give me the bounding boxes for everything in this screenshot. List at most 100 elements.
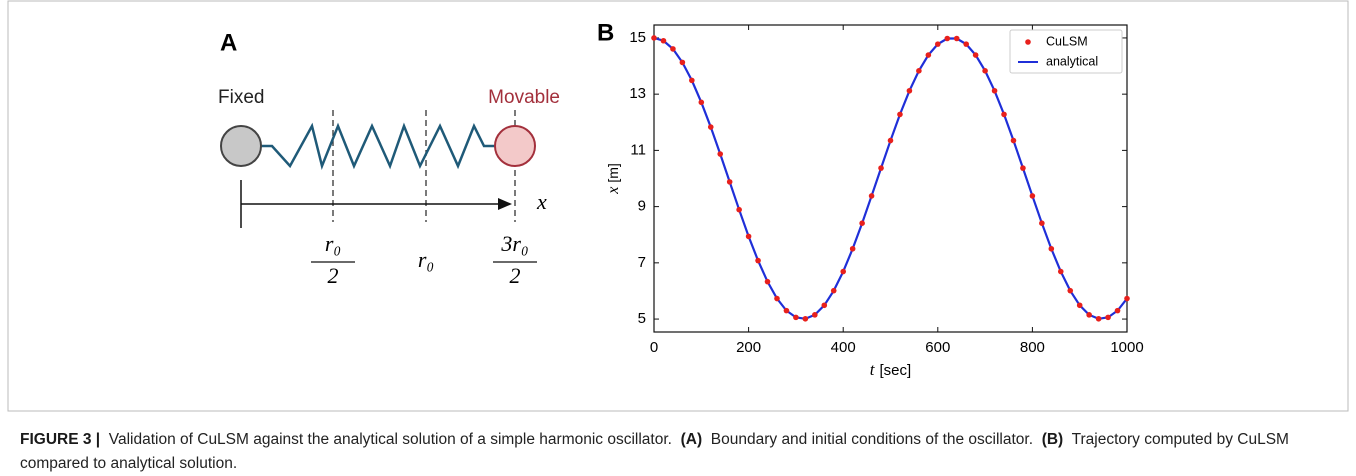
axis-label: x [536, 189, 547, 214]
data-point [736, 206, 742, 213]
y-tick-label: 13 [629, 85, 646, 102]
data-point [953, 35, 960, 42]
data-point [1067, 287, 1074, 294]
caption-text: Boundary and initial conditions of the o… [710, 431, 1034, 448]
y-label-symbol: x [605, 187, 622, 195]
data-point [726, 179, 733, 185]
y-tick-label: 9 [638, 198, 646, 215]
data-point [764, 278, 771, 285]
position-denominator: 2 [328, 263, 339, 288]
arrow-head [498, 198, 512, 210]
legend-label: CuLSM [1046, 34, 1088, 48]
x-label-unit: [sec] [880, 362, 912, 379]
data-point [707, 124, 714, 130]
y-label-unit: [m] [605, 163, 621, 182]
data-point [1086, 312, 1092, 318]
data-point [745, 233, 752, 240]
data-point [963, 41, 969, 47]
fixed-mass [220, 125, 262, 167]
data-point [821, 302, 828, 309]
data-point [812, 312, 818, 318]
x-tick-label: 600 [925, 339, 950, 356]
data-point [944, 35, 951, 42]
series-line [653, 36, 1128, 320]
data-point [1029, 193, 1036, 199]
data-point [1105, 314, 1111, 321]
data-point [1124, 295, 1130, 302]
data-point [906, 87, 913, 94]
data-point [897, 111, 903, 118]
data-point [925, 52, 932, 58]
caption-text: Validation of CuLSM against the analytic… [108, 431, 672, 448]
caption-text: (B) [1041, 431, 1064, 448]
data-point [859, 220, 865, 227]
chart: B 5 7 9 11 13 15 0 200 400 600 800 1000 t [sec] x [m] CuL… [597, 19, 1144, 379]
plot-frame [653, 24, 1128, 333]
data-point [935, 41, 941, 47]
position-numerator: 3r₀ [500, 231, 528, 256]
data-point [868, 193, 875, 199]
position-numerator: r₀ [325, 231, 341, 256]
caption-text: FIGURE 3 | [20, 431, 101, 448]
data-point [783, 307, 790, 314]
data-point [802, 315, 809, 322]
data-point [698, 99, 705, 106]
figure: A Fixed Movable x r₀ 2 r₀ 3r₀ 2 B 5 7 9 11 13 15 0 2… [7, 0, 1349, 412]
data-point [1048, 245, 1055, 252]
legend-swatch [1025, 39, 1031, 45]
data-point [689, 77, 695, 84]
data-point [1010, 137, 1017, 144]
guides [332, 110, 516, 222]
panel-label: B [597, 19, 614, 46]
x-axis-label: t [sec] [870, 360, 911, 379]
data-point [670, 46, 676, 52]
data-point [991, 87, 998, 94]
data-point [878, 165, 884, 171]
data-point [840, 268, 846, 275]
data-point [1114, 307, 1121, 314]
x-tick-label: 200 [736, 339, 761, 356]
data-point [679, 59, 686, 66]
position-denominator: 2 [510, 263, 521, 288]
data-point [793, 314, 799, 321]
x-tick-label: 0 [650, 339, 658, 356]
y-tick-label: 15 [629, 29, 646, 46]
movable-mass [494, 125, 536, 167]
y-tick-label: 5 [638, 310, 646, 327]
x-tick-label: 400 [831, 339, 856, 356]
data-point [982, 68, 988, 74]
data-point [1039, 220, 1045, 227]
positions: r₀ 2 r₀ 3r₀ 2 [311, 231, 537, 288]
data-point [1001, 111, 1007, 118]
legend-label: analytical [1046, 54, 1098, 68]
data-point [660, 37, 667, 44]
data-point [717, 151, 724, 157]
y-axis-label: x [m] [605, 163, 622, 195]
x-tick-label: 1000 [1110, 339, 1143, 356]
caption: FIGURE 3 | Validation of CuLSM against t… [20, 428, 1310, 476]
position-label: r₀ [418, 247, 434, 272]
panel-label: A [220, 29, 237, 56]
data-point [774, 295, 780, 302]
caption-text: (A) [680, 431, 703, 448]
spring [261, 122, 495, 171]
data-point [887, 137, 894, 144]
data-point [849, 245, 856, 252]
figure-frame [7, 0, 1349, 412]
data-point [972, 52, 979, 58]
caption-text: Trajectory computed by CuLSM compared to… [20, 431, 1289, 472]
data-point [916, 68, 922, 74]
y-tick-label: 7 [638, 254, 646, 271]
data-point [1020, 165, 1026, 171]
data-point [651, 35, 657, 41]
x-tick-label: 800 [1020, 339, 1045, 356]
data-point [755, 257, 761, 264]
data-point [1076, 302, 1083, 309]
x-label-symbol: t [870, 360, 876, 379]
data-point [1057, 268, 1064, 275]
data-point [830, 287, 837, 294]
fixed-label: Fixed [218, 87, 264, 108]
data-point [1095, 315, 1102, 322]
y-tick-label: 11 [630, 141, 646, 158]
